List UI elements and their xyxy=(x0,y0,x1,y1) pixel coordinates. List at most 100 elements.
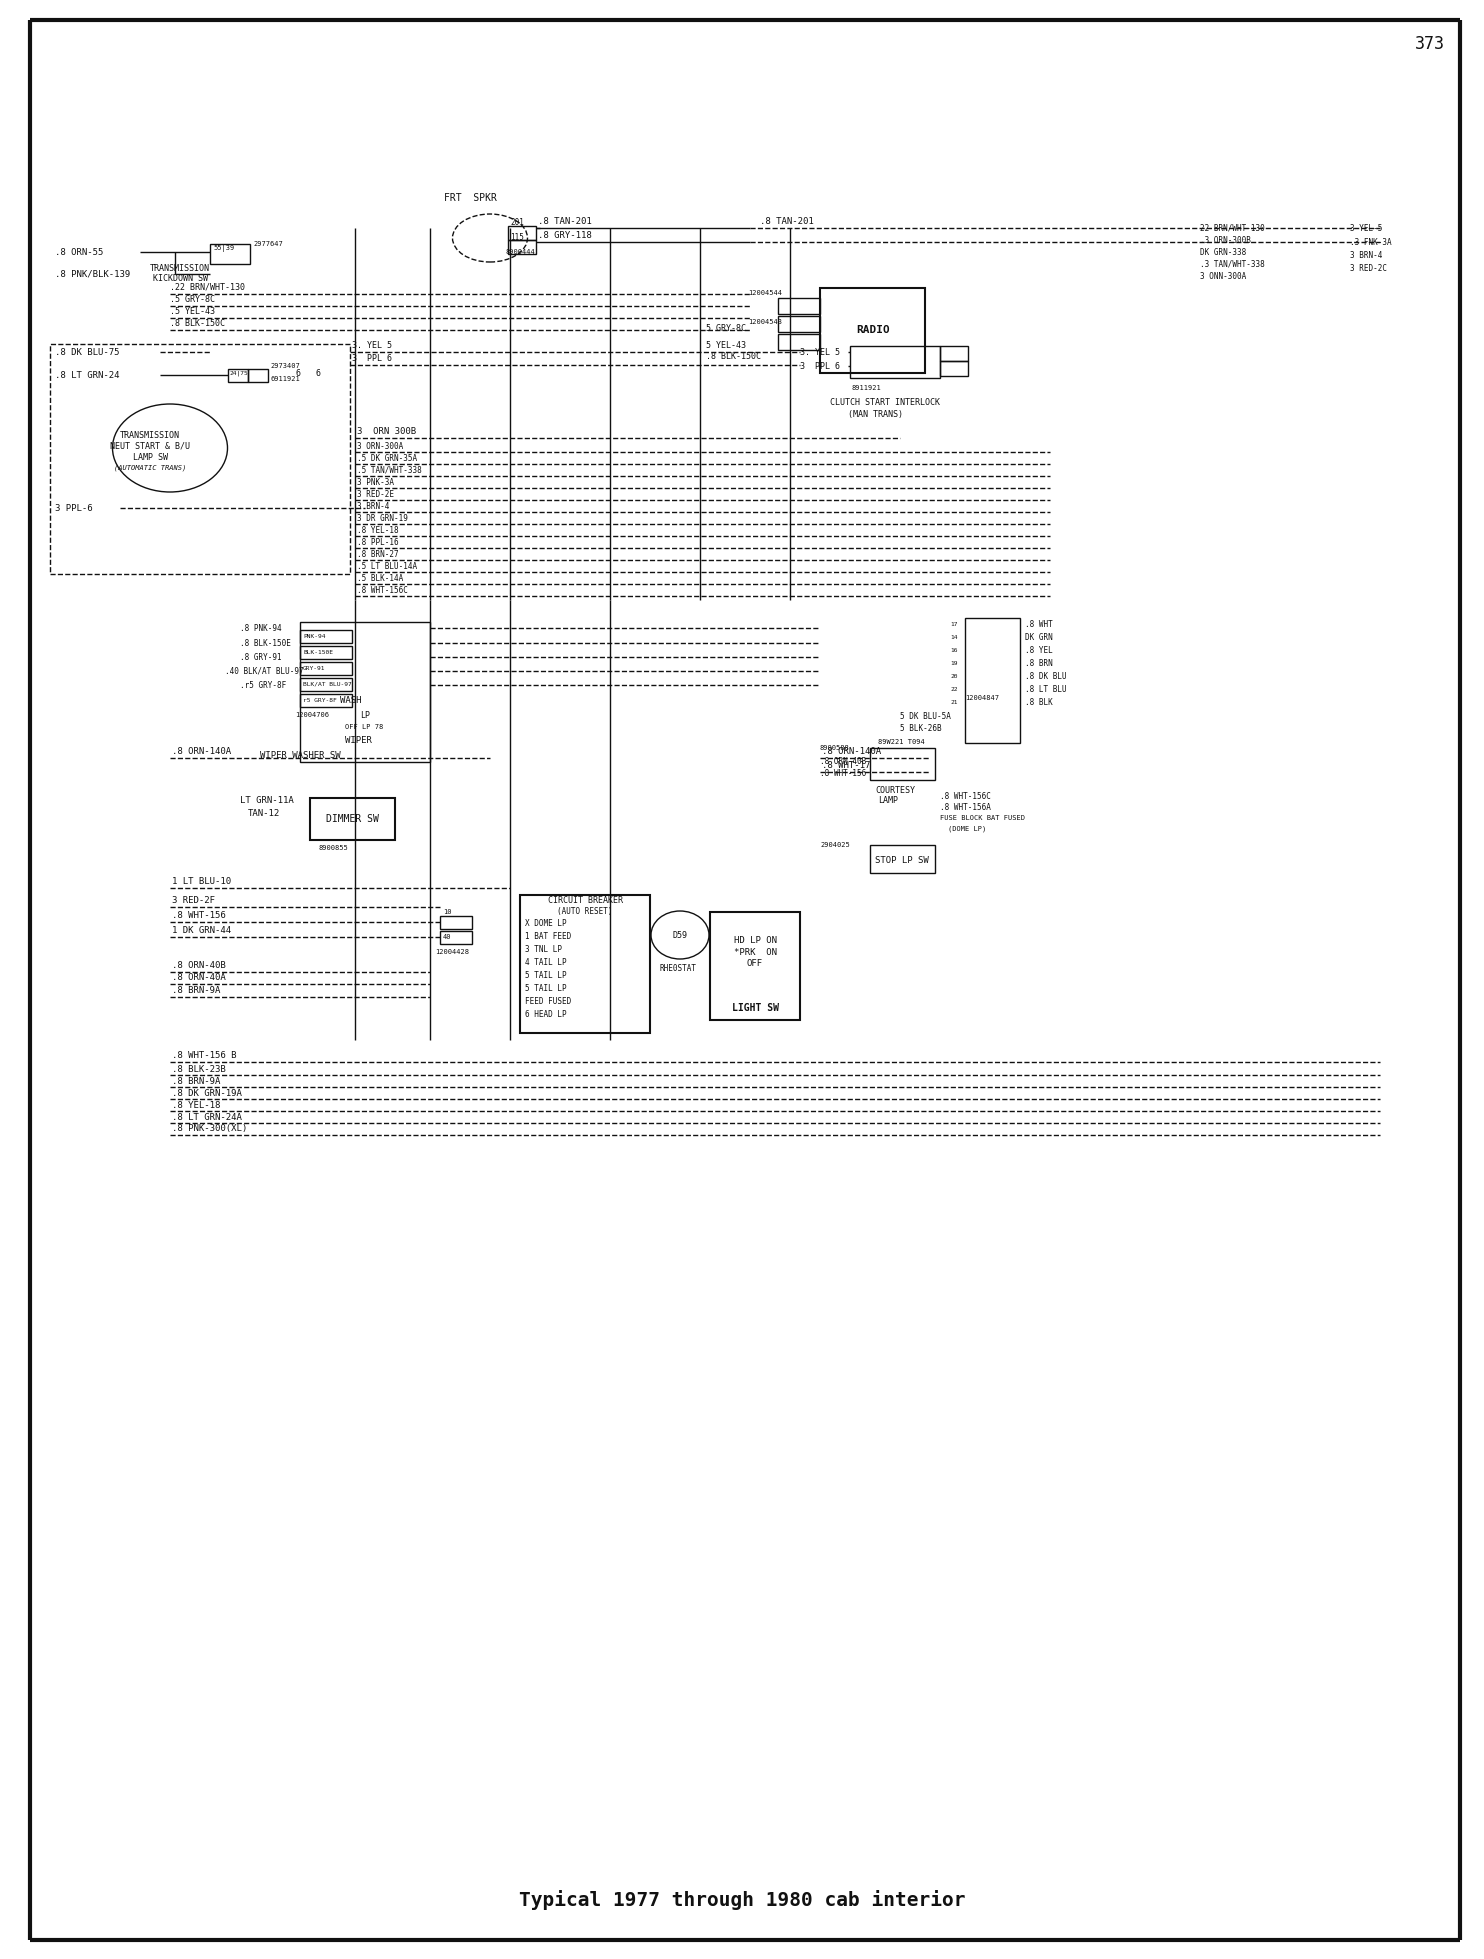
Text: WIPER: WIPER xyxy=(344,735,372,744)
Text: 3 PPL-6: 3 PPL-6 xyxy=(55,503,92,513)
Text: NEUT START & B/U: NEUT START & B/U xyxy=(110,441,190,451)
Text: .8 WHT-156A: .8 WHT-156A xyxy=(939,803,991,811)
Text: .8 BLK: .8 BLK xyxy=(1025,697,1052,707)
Text: .8 YEL-18: .8 YEL-18 xyxy=(172,1101,221,1109)
Text: 16: 16 xyxy=(950,648,959,652)
Text: BLK/AT BLU-97: BLK/AT BLU-97 xyxy=(303,682,352,686)
Bar xyxy=(821,288,925,372)
Text: 14: 14 xyxy=(950,635,959,639)
Text: .8 WHT-156: .8 WHT-156 xyxy=(821,768,867,778)
Text: BLK-150E: BLK-150E xyxy=(303,650,332,654)
Text: 1 DK GRN-44: 1 DK GRN-44 xyxy=(172,925,232,934)
Text: 3 TNL LP: 3 TNL LP xyxy=(525,944,562,954)
Text: GRY-91: GRY-91 xyxy=(303,666,325,670)
Text: .8 ORN-55: .8 ORN-55 xyxy=(55,247,104,257)
Text: PNK-94: PNK-94 xyxy=(303,633,325,639)
Text: .8 GRY-91: .8 GRY-91 xyxy=(240,652,282,662)
Text: .3 TAN/WHT-338: .3 TAN/WHT-338 xyxy=(1201,259,1264,268)
Text: 6 HEAD LP: 6 HEAD LP xyxy=(525,1009,567,1019)
Bar xyxy=(965,617,1020,742)
Text: 5 YEL-43: 5 YEL-43 xyxy=(706,341,746,349)
Text: 20: 20 xyxy=(950,674,959,678)
Text: COURTESY: COURTESY xyxy=(876,786,916,795)
Text: Typical 1977 through 1980 cab interior: Typical 1977 through 1980 cab interior xyxy=(519,1890,965,1910)
Bar xyxy=(229,368,248,382)
Text: 6: 6 xyxy=(315,368,321,378)
Text: TRANSMISSION: TRANSMISSION xyxy=(120,431,180,439)
Text: .8 ORN-140A: .8 ORN-140A xyxy=(822,746,881,756)
Text: .8 YEL: .8 YEL xyxy=(1025,646,1052,654)
Text: .8 WHT-156 B: .8 WHT-156 B xyxy=(172,1052,236,1060)
Text: KICKDOWN SW: KICKDOWN SW xyxy=(153,274,208,282)
Text: 2973407: 2973407 xyxy=(270,362,300,368)
Text: .8 WHT-156C: .8 WHT-156C xyxy=(939,791,991,801)
Text: 3 PNK-3A: 3 PNK-3A xyxy=(358,478,393,486)
Text: 8900855: 8900855 xyxy=(318,844,347,850)
Text: .8 BLK-150E: .8 BLK-150E xyxy=(240,639,291,648)
Text: 12004543: 12004543 xyxy=(748,319,782,325)
Text: DK GRN: DK GRN xyxy=(1025,633,1052,641)
Text: LIGHT SW: LIGHT SW xyxy=(732,1003,779,1013)
Text: (AUTOMATIC TRANS): (AUTOMATIC TRANS) xyxy=(114,464,186,472)
Text: LP: LP xyxy=(361,711,370,719)
Text: .5 YEL-43: .5 YEL-43 xyxy=(171,306,215,315)
Text: 1 LT BLU-10: 1 LT BLU-10 xyxy=(172,876,232,885)
Text: .8 PPL-16: .8 PPL-16 xyxy=(358,537,399,547)
Text: 12004544: 12004544 xyxy=(748,290,782,296)
Text: .8 ORN-40B: .8 ORN-40B xyxy=(821,756,867,766)
Text: 21: 21 xyxy=(950,699,959,705)
Text: 2904025: 2904025 xyxy=(821,842,850,848)
Text: (AUTO RESET): (AUTO RESET) xyxy=(558,907,613,915)
Text: 40: 40 xyxy=(444,934,451,940)
Text: RHE0STAT: RHE0STAT xyxy=(660,964,697,972)
Bar xyxy=(300,662,352,676)
Text: HD LP ON: HD LP ON xyxy=(733,936,776,944)
Text: FRT  SPKR: FRT SPKR xyxy=(444,194,497,204)
Text: 3 ORN-300A: 3 ORN-300A xyxy=(358,441,404,451)
Bar xyxy=(300,646,352,658)
Text: .8 BLK-150C: .8 BLK-150C xyxy=(706,351,761,360)
Text: 5 BLK-26B: 5 BLK-26B xyxy=(899,723,942,733)
Text: 22 BRN/WHT-130: 22 BRN/WHT-130 xyxy=(1201,223,1264,233)
Bar xyxy=(519,895,650,1032)
Text: .5 DK GRN-35A: .5 DK GRN-35A xyxy=(358,453,417,462)
Text: .8 DK BLU: .8 DK BLU xyxy=(1025,672,1067,680)
Text: .8 LT GRN-24: .8 LT GRN-24 xyxy=(55,370,120,380)
Text: .5 BLK-14A: .5 BLK-14A xyxy=(358,574,404,582)
Bar xyxy=(300,693,352,707)
Text: OFF LP 78: OFF LP 78 xyxy=(344,725,383,731)
Text: 19: 19 xyxy=(950,660,959,666)
Bar xyxy=(778,333,821,351)
Text: .8 WHT-156: .8 WHT-156 xyxy=(172,911,226,919)
Bar xyxy=(439,917,472,929)
Text: .8 WHT-17: .8 WHT-17 xyxy=(822,760,871,770)
Text: .8 BRN-9A: .8 BRN-9A xyxy=(172,985,221,995)
Text: 5 DK BLU-5A: 5 DK BLU-5A xyxy=(899,711,951,721)
Text: (MAN TRANS): (MAN TRANS) xyxy=(847,409,902,419)
Text: WASH: WASH xyxy=(340,695,362,705)
Bar xyxy=(508,241,536,255)
Text: 22: 22 xyxy=(950,686,959,692)
Text: 12004428: 12004428 xyxy=(435,948,469,954)
Text: FUSE BLOCK BAT FUSED: FUSE BLOCK BAT FUSED xyxy=(939,815,1025,821)
Bar xyxy=(310,797,395,840)
Text: .8 YEL-18: .8 YEL-18 xyxy=(358,525,399,535)
Text: .8 BRN-9A: .8 BRN-9A xyxy=(172,1077,221,1085)
Text: 5 TAIL LP: 5 TAIL LP xyxy=(525,970,567,980)
Text: .40 BLK/AT BLU-97: .40 BLK/AT BLU-97 xyxy=(226,666,304,676)
Bar xyxy=(870,844,935,874)
Text: .5 GRY-8C: .5 GRY-8C xyxy=(171,294,215,304)
Text: 4 TAIL LP: 4 TAIL LP xyxy=(525,958,567,966)
Text: .8 PNK-94: .8 PNK-94 xyxy=(240,623,282,633)
Bar xyxy=(300,631,352,643)
Text: .8 TAN-201: .8 TAN-201 xyxy=(760,217,813,225)
Text: .5 LT BLU-14A: .5 LT BLU-14A xyxy=(358,562,417,570)
Text: 6911921: 6911921 xyxy=(270,376,300,382)
Text: .8 BRN: .8 BRN xyxy=(1025,658,1052,668)
Text: 89W221 T094: 89W221 T094 xyxy=(879,739,925,744)
Text: STOP LP SW: STOP LP SW xyxy=(876,856,929,864)
Text: 201: 201 xyxy=(510,217,524,227)
Text: 3  ORN 300B: 3 ORN 300B xyxy=(358,427,416,435)
Text: 115: 115 xyxy=(510,233,524,241)
Text: .8 PNK-300(XL): .8 PNK-300(XL) xyxy=(172,1124,248,1134)
